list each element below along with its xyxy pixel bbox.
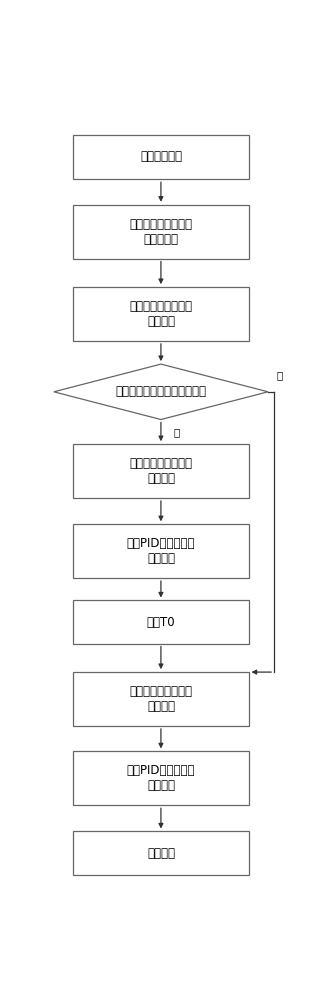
Bar: [73, 135, 249, 179]
Bar: [73, 600, 249, 644]
Text: 位置偏差大于临时停靠范围？: 位置偏差大于临时停靠范围？: [116, 385, 206, 398]
Polygon shape: [54, 364, 268, 420]
Bar: [73, 205, 249, 259]
Text: 位置保持: 位置保持: [147, 847, 175, 860]
Text: 延时T0: 延时T0: [147, 616, 175, 629]
Bar: [73, 287, 249, 341]
Bar: [73, 751, 249, 805]
Text: 设置目标位置为临时
停靠位置: 设置目标位置为临时 停靠位置: [129, 457, 192, 485]
Bar: [73, 524, 249, 578]
Text: 设置目标位置为原始
目标位置: 设置目标位置为原始 目标位置: [129, 685, 192, 713]
Text: 是: 是: [173, 427, 179, 437]
Text: 位置PID调节至原始
目标位置: 位置PID调节至原始 目标位置: [127, 764, 195, 792]
Bar: [73, 672, 249, 726]
Text: 否: 否: [277, 370, 283, 380]
Text: 获取目标位置: 获取目标位置: [140, 150, 182, 163]
Text: 计算目标位置与实际
位置偏差: 计算目标位置与实际 位置偏差: [129, 300, 192, 328]
Text: 根据实际位置确定电
机旋转方向: 根据实际位置确定电 机旋转方向: [129, 218, 192, 246]
Bar: [73, 444, 249, 498]
Bar: [73, 831, 249, 875]
Text: 位置PID调节至临时
位置附近: 位置PID调节至临时 位置附近: [127, 537, 195, 565]
